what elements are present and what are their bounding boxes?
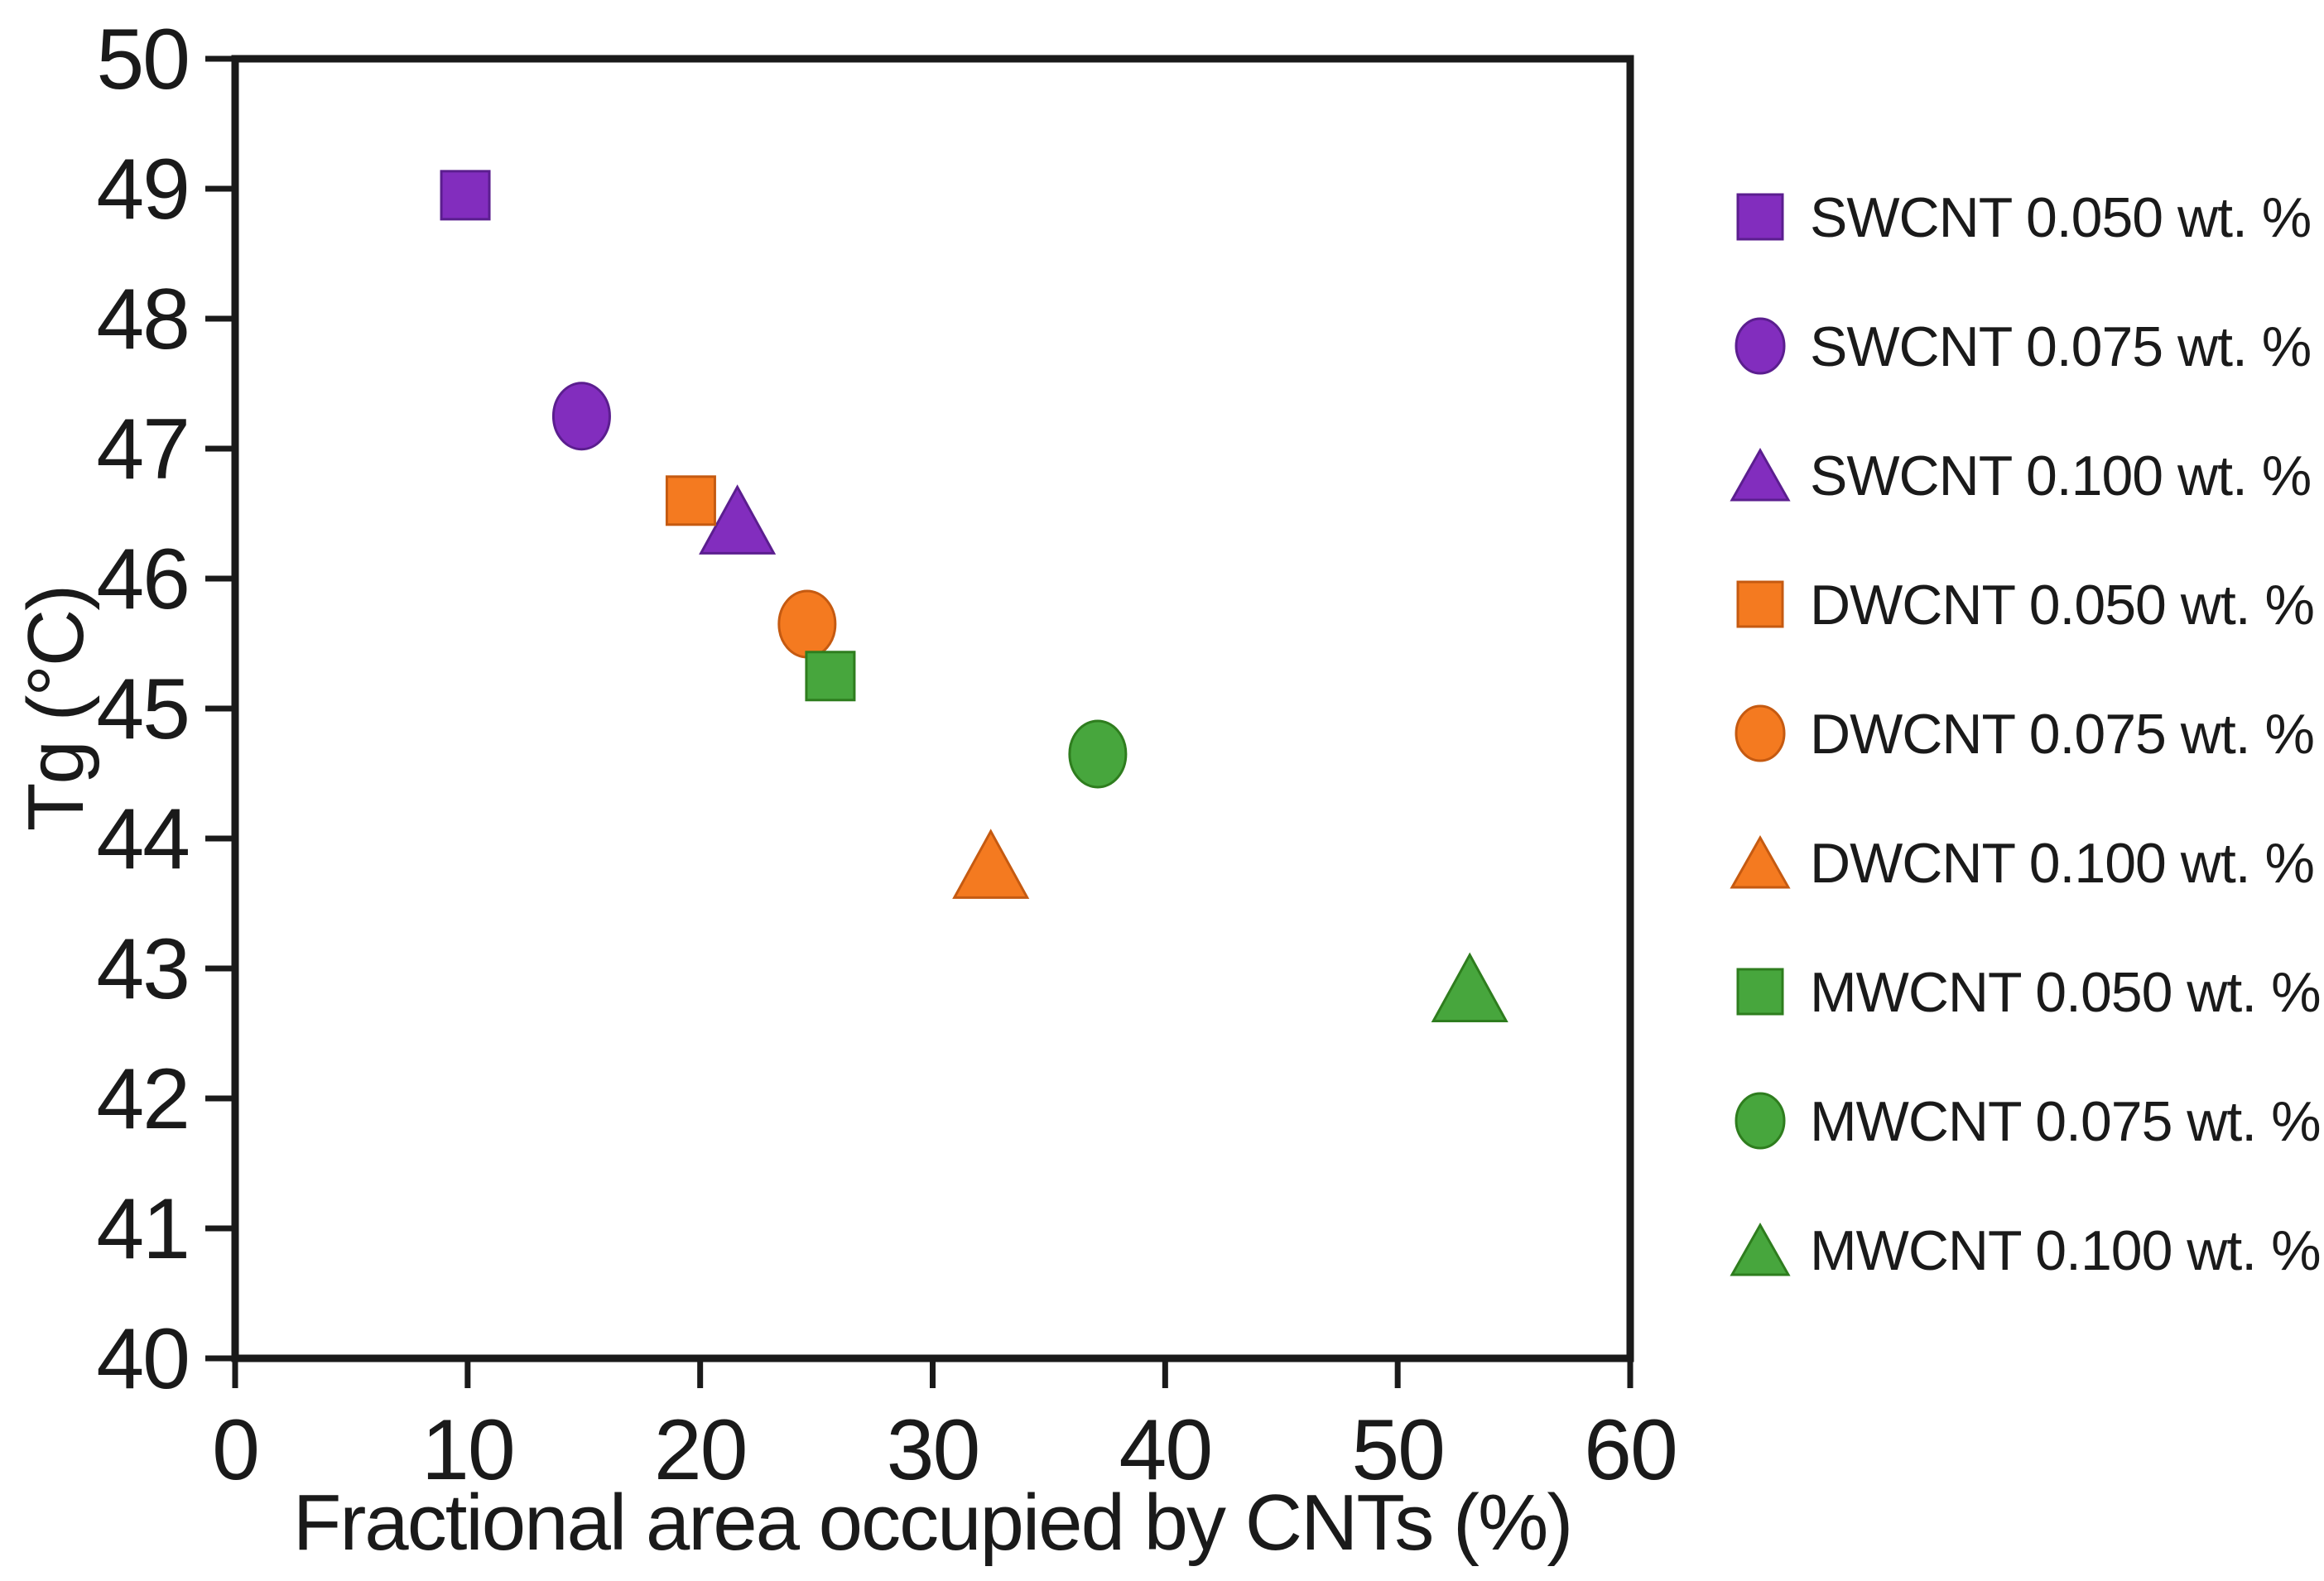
legend-label: SWCNT 0.100 wt. % — [1810, 445, 2311, 507]
x-tick-label: 0 — [212, 1402, 258, 1498]
data-point-mwcnt-0.050-wt.--square-marker — [805, 651, 856, 702]
legend: SWCNT 0.050 wt. % SWCNT 0.075 wt. % SWCNT … — [1730, 186, 2322, 1282]
legend-swatch-triangle-marker — [1730, 834, 1791, 889]
legend-swatch-square-marker — [1736, 580, 1784, 628]
data-point-swcnt-0.100-wt.--triangle-marker — [699, 484, 777, 555]
data-point-dwcnt-0.050-wt.--square-marker — [665, 475, 716, 526]
x-axis-title: Fractional area occupied by CNTs (%) — [293, 1478, 1572, 1567]
y-tick-label: 43 — [96, 921, 189, 1017]
legend-label: DWCNT 0.050 wt. % — [1810, 574, 2314, 637]
y-tick-label: 47 — [96, 401, 189, 497]
data-point-swcnt-0.050-wt.--square-marker — [440, 170, 491, 221]
data-point-swcnt-0.075-wt.--circle-marker — [551, 382, 611, 451]
legend-swatch-circle-marker — [1735, 704, 1786, 762]
legend-swatch-circle-marker — [1735, 1092, 1786, 1150]
y-axis: 40 41 42 43 44 45 46 47 48 49 50 — [96, 12, 235, 1407]
legend-label: MWCNT 0.100 wt. % — [1810, 1219, 2321, 1282]
x-tick-label: 20 — [654, 1402, 747, 1498]
data-point-dwcnt-0.075-wt.--circle-marker — [777, 589, 837, 659]
legend-label: SWCNT 0.075 wt. % — [1810, 315, 2311, 378]
y-tick-label: 41 — [96, 1181, 189, 1277]
x-tick-label: 40 — [1119, 1402, 1211, 1498]
data-point-mwcnt-0.100-wt.--triangle-marker — [1431, 952, 1508, 1023]
data-points-layer — [440, 170, 1508, 1023]
x-tick-label: 60 — [1584, 1402, 1677, 1498]
x-tick-label: 50 — [1351, 1402, 1444, 1498]
y-tick-label: 42 — [96, 1051, 189, 1147]
legend-label: SWCNT 0.050 wt. % — [1810, 186, 2311, 249]
legend-label: DWCNT 0.100 wt. % — [1810, 832, 2314, 895]
legend-label: MWCNT 0.050 wt. % — [1810, 961, 2321, 1024]
x-axis: 0 10 20 30 40 50 60 — [212, 1358, 1678, 1498]
legend-swatch-circle-marker — [1735, 317, 1786, 375]
y-axis-title: Tg (°C) — [12, 586, 100, 831]
legend-swatch-square-marker — [1736, 193, 1784, 241]
legend-swatch-triangle-marker — [1730, 447, 1791, 502]
plot-area-border — [231, 55, 1634, 1362]
data-point-mwcnt-0.075-wt.--circle-marker — [1068, 719, 1128, 789]
legend-swatch-triangle-marker — [1730, 1222, 1791, 1276]
x-tick-label: 10 — [421, 1402, 514, 1498]
y-tick-label: 49 — [96, 142, 189, 238]
y-tick-label: 50 — [96, 12, 189, 108]
y-tick-label: 46 — [96, 531, 189, 627]
data-point-dwcnt-0.100-wt.--triangle-marker — [952, 829, 1030, 899]
legend-label: DWCNT 0.075 wt. % — [1810, 703, 2314, 766]
y-tick-label: 45 — [96, 661, 189, 757]
legend-label: MWCNT 0.075 wt. % — [1810, 1090, 2321, 1153]
x-tick-label: 30 — [887, 1402, 979, 1498]
y-tick-label: 40 — [96, 1311, 189, 1407]
y-tick-label: 44 — [96, 791, 189, 887]
y-tick-label: 48 — [96, 272, 189, 368]
legend-swatch-square-marker — [1736, 968, 1784, 1016]
